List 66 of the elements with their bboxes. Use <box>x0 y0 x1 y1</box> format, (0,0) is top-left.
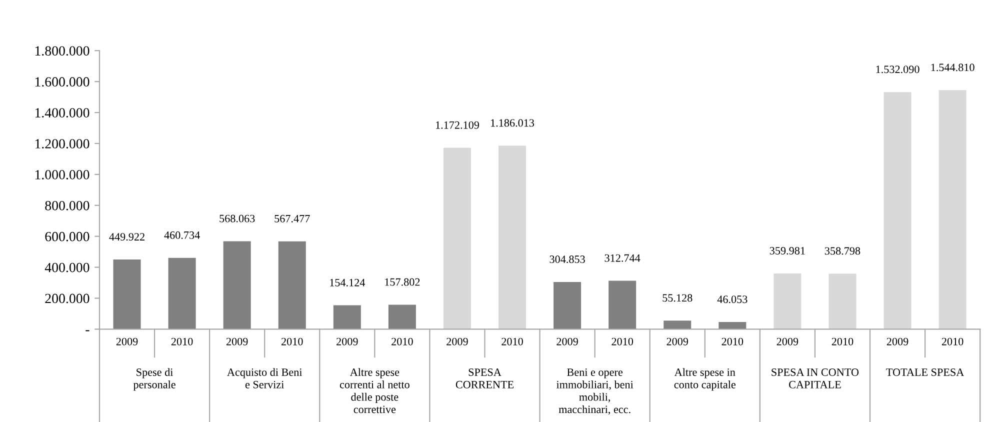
x-tick-label: 2009 <box>666 338 688 346</box>
x-tick-label: 2009 <box>886 338 908 346</box>
data-label: 154.124 <box>330 278 366 286</box>
bar <box>554 282 582 330</box>
x-tick-label: 2009 <box>446 338 468 346</box>
x-tick-label: 2009 <box>556 338 578 346</box>
bar <box>223 241 251 330</box>
text: TOTALE SPESA <box>886 368 964 376</box>
x-tick-label: 2010 <box>171 338 193 346</box>
data-label: 460.734 <box>164 231 200 239</box>
y-tick-label: 1.400.000 <box>35 108 90 118</box>
y-tick-label: 1.200.000 <box>35 139 90 148</box>
bar <box>938 90 966 330</box>
x-tick-label: 2010 <box>502 338 523 346</box>
x-tick-label: 2010 <box>392 338 413 346</box>
data-label: 358.798 <box>824 247 860 255</box>
data-label: 1.532.090 <box>876 66 920 74</box>
x-tick-label: 2009 <box>336 338 358 346</box>
data-label: 567.477 <box>274 214 310 222</box>
y-tick-label: 1.600.000 <box>35 77 90 87</box>
data-label: 359.981 <box>770 246 805 255</box>
bar <box>443 148 471 330</box>
x-tick-label: 2009 <box>776 338 798 346</box>
bar <box>884 92 912 330</box>
bar <box>828 274 856 330</box>
x-tick-label: 2010 <box>832 338 854 346</box>
y-tick-label: - <box>86 330 90 332</box>
data-label: 449.922 <box>109 233 144 241</box>
y-tick-label: 400.000 <box>44 262 90 272</box>
bar <box>608 280 636 330</box>
data-label: 1.186.013 <box>491 119 534 127</box>
x-tick-label: 2009 <box>226 338 248 346</box>
y-tick-label: 800.000 <box>45 200 90 210</box>
text: SPESA CORRENTE <box>456 368 514 388</box>
bar <box>388 304 416 330</box>
data-label: 157.802 <box>385 278 420 286</box>
bar <box>333 305 361 330</box>
text: Altre spese in conto capitale <box>674 368 736 391</box>
data-label: 1.172.109 <box>436 121 479 129</box>
bar <box>498 146 526 330</box>
text: Beni e opere immobiliari, beni mobili, macchinari, ecc. <box>556 368 634 415</box>
x-tick-label: 2010 <box>942 338 964 346</box>
y-tick-label: 1.000.000 <box>35 170 90 180</box>
x-tick-label: 2010 <box>612 338 634 346</box>
bar <box>774 273 802 330</box>
bar <box>664 320 692 330</box>
y-tick-label: 600.000 <box>45 232 90 242</box>
x-tick-label: 2010 <box>722 338 744 346</box>
bar <box>113 260 141 330</box>
y-tick-label: 1.800.000 <box>35 46 90 56</box>
x-tick-label: 2009 <box>116 338 138 346</box>
data-label: 46.053 <box>717 296 748 304</box>
data-label: 1.544.810 <box>931 64 974 72</box>
bar <box>168 258 196 330</box>
data-label: 55.128 <box>662 294 692 302</box>
data-label: 304.853 <box>550 256 585 264</box>
text: SPESA IN CONTO CAPITALE <box>772 368 859 388</box>
text: Altre spese correnti al netto delle poste correttive <box>340 368 410 414</box>
data-label: 312.744 <box>604 254 640 262</box>
bar <box>718 322 746 330</box>
text: Spese di personale <box>133 368 176 391</box>
x-tick-label: 2010 <box>282 338 303 346</box>
text: Acquisto di Beni e Servizi <box>227 368 302 388</box>
bar <box>278 241 306 330</box>
y-tick-label: 200.000 <box>45 294 90 304</box>
data-label: 568.063 <box>220 214 255 222</box>
